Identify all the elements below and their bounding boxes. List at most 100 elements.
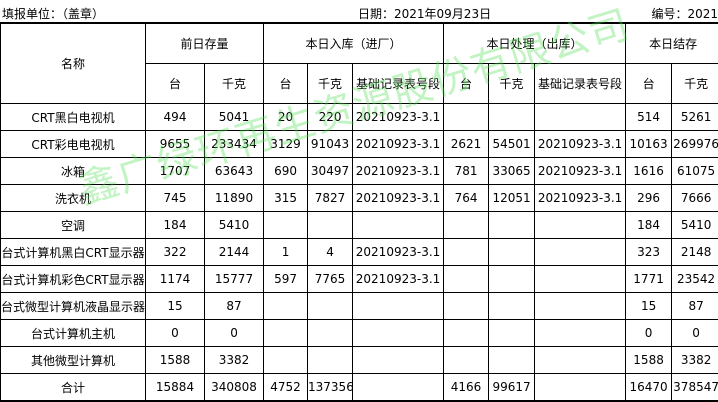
subheader-kg: 千克 — [205, 64, 264, 104]
cell-prev-units: 9655 — [146, 131, 205, 158]
cell-in-kg: 7827 — [308, 185, 353, 212]
cell-out-kg — [489, 239, 535, 266]
cell-prev-kg: 233434 — [205, 131, 264, 158]
cell-close-kg: 2148 — [672, 239, 718, 266]
cell-in-units: 3129 — [264, 131, 308, 158]
cell-name: 合计 — [1, 374, 146, 402]
cell-in-record: 20210923-3.1 — [353, 104, 444, 131]
subheader-units: 台 — [444, 64, 489, 104]
subheader-kg: 千克 — [489, 64, 535, 104]
subheader-record-no: 基础记录表号段 — [535, 64, 626, 104]
cell-in-kg — [308, 212, 353, 239]
cell-close-units: 184 — [626, 212, 672, 239]
cell-in-kg: 7765 — [308, 266, 353, 293]
cell-prev-units: 15884 — [146, 374, 205, 402]
col-processed-header: 本日处理（出库） — [444, 24, 626, 64]
subheader-kg: 千克 — [672, 64, 718, 104]
cell-in-record — [353, 347, 444, 374]
cell-in-kg: 91043 — [308, 131, 353, 158]
cell-close-kg: 7666 — [672, 185, 718, 212]
cell-prev-kg: 340808 — [205, 374, 264, 402]
col-closing-header: 本日结存 — [626, 24, 718, 64]
cell-out-units — [444, 104, 489, 131]
cell-in-record — [353, 293, 444, 320]
cell-in-kg: 30497 — [308, 158, 353, 185]
cell-close-units: 16470 — [626, 374, 672, 402]
cell-out-record: 20210923-3.1 — [535, 158, 626, 185]
cell-name: 台式计算机彩色CRT显示器 — [1, 266, 146, 293]
cell-close-kg: 87 — [672, 293, 718, 320]
cell-prev-kg: 5410 — [205, 212, 264, 239]
cell-in-units: 20 — [264, 104, 308, 131]
cell-out-record: 20210923-3.1 — [535, 185, 626, 212]
cell-in-record — [353, 320, 444, 347]
cell-out-record — [535, 320, 626, 347]
cell-close-units: 1771 — [626, 266, 672, 293]
cell-out-record — [535, 104, 626, 131]
cell-out-record — [535, 239, 626, 266]
cell-prev-units: 745 — [146, 185, 205, 212]
subheader-units: 台 — [626, 64, 672, 104]
cell-out-units: 4166 — [444, 374, 489, 402]
cell-in-kg: 4 — [308, 239, 353, 266]
cell-in-units — [264, 347, 308, 374]
subheader-kg: 千克 — [308, 64, 353, 104]
cell-prev-kg: 11890 — [205, 185, 264, 212]
cell-prev-units: 184 — [146, 212, 205, 239]
cell-name: CRT黑白电视机 — [1, 104, 146, 131]
cell-out-units: 764 — [444, 185, 489, 212]
cell-name: CRT彩电电视机 — [1, 131, 146, 158]
cell-out-record: 20210923-3.1 — [535, 131, 626, 158]
cell-prev-units: 322 — [146, 239, 205, 266]
cell-close-units: 15 — [626, 293, 672, 320]
cell-prev-kg: 2144 — [205, 239, 264, 266]
cell-in-record: 20210923-3.1 — [353, 239, 444, 266]
cell-out-kg — [489, 347, 535, 374]
cell-in-units: 1 — [264, 239, 308, 266]
cell-in-kg — [308, 320, 353, 347]
cell-prev-units: 1174 — [146, 266, 205, 293]
cell-out-kg — [489, 293, 535, 320]
cell-out-kg — [489, 266, 535, 293]
cell-close-kg: 5410 — [672, 212, 718, 239]
cell-in-record — [353, 374, 444, 402]
reporting-unit-label: 填报单位：（盖章） — [2, 5, 104, 22]
cell-out-units — [444, 320, 489, 347]
cell-out-kg: 12051 — [489, 185, 535, 212]
cell-in-record — [353, 212, 444, 239]
cell-close-units: 0 — [626, 320, 672, 347]
cell-out-units: 2621 — [444, 131, 489, 158]
cell-name: 台式微型计算机液晶显示器 — [1, 293, 146, 320]
cell-prev-units: 0 — [146, 320, 205, 347]
cell-out-kg — [489, 212, 535, 239]
cell-close-kg: 269976 — [672, 131, 718, 158]
cell-out-units: 781 — [444, 158, 489, 185]
subheader-units: 台 — [264, 64, 308, 104]
cell-out-record — [535, 212, 626, 239]
cell-in-kg — [308, 347, 353, 374]
cell-name: 空调 — [1, 212, 146, 239]
number-label: 编号：2021 — [651, 5, 718, 22]
cell-close-units: 296 — [626, 185, 672, 212]
cell-prev-units: 1707 — [146, 158, 205, 185]
cell-in-units — [264, 320, 308, 347]
cell-out-record — [535, 266, 626, 293]
cell-close-kg: 3382 — [672, 347, 718, 374]
cell-out-units — [444, 347, 489, 374]
cell-prev-kg: 5041 — [205, 104, 264, 131]
cell-in-record: 20210923-3.1 — [353, 185, 444, 212]
report-header: 填报单位：（盖章） 日期：2021年09月23日 编号：2021 — [0, 0, 718, 24]
inventory-table: 名称 前日存量 本日入库（进厂） 本日处理（出库） 本日结存 台 千克 台 千克… — [0, 23, 718, 402]
cell-in-kg: 220 — [308, 104, 353, 131]
cell-out-kg — [489, 104, 535, 131]
cell-out-units — [444, 212, 489, 239]
cell-prev-kg: 3382 — [205, 347, 264, 374]
